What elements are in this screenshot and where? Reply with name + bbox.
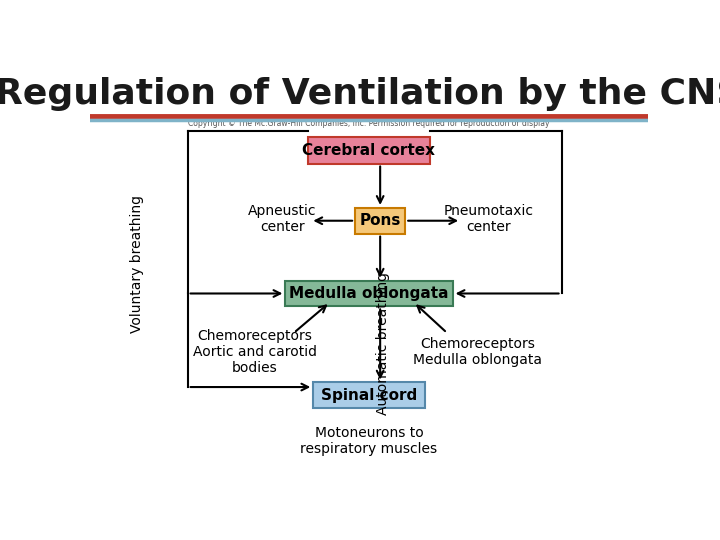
Text: Regulation of Ventilation by the CNS: Regulation of Ventilation by the CNS xyxy=(0,77,720,111)
Text: Apneustic
center: Apneustic center xyxy=(248,204,317,234)
Text: Pons: Pons xyxy=(359,213,401,228)
Text: Spinal cord: Spinal cord xyxy=(321,388,417,403)
Text: Chemoreceptors
Aortic and carotid
bodies: Chemoreceptors Aortic and carotid bodies xyxy=(193,328,317,375)
Text: Pneumotaxic
center: Pneumotaxic center xyxy=(444,204,534,234)
FancyBboxPatch shape xyxy=(307,137,431,164)
Text: Cerebral cortex: Cerebral cortex xyxy=(302,143,436,158)
Text: Motoneurons to
respiratory muscles: Motoneurons to respiratory muscles xyxy=(300,426,438,456)
FancyBboxPatch shape xyxy=(355,208,405,234)
Text: Voluntary breathing: Voluntary breathing xyxy=(130,195,145,333)
Text: Copyright © The Mc.Graw-Hill Companies, Inc. Permission required for reproductio: Copyright © The Mc.Graw-Hill Companies, … xyxy=(188,119,550,129)
FancyBboxPatch shape xyxy=(285,281,453,306)
Text: Chemoreceptors
Medulla oblongata: Chemoreceptors Medulla oblongata xyxy=(413,336,542,367)
Text: Medulla oblongata: Medulla oblongata xyxy=(289,286,449,301)
FancyBboxPatch shape xyxy=(313,382,425,408)
Text: Automatic breathing: Automatic breathing xyxy=(376,272,390,415)
